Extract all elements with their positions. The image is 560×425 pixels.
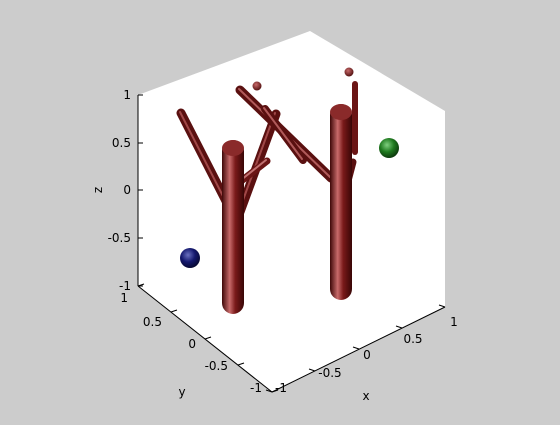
y-tick-label: -0.5 (205, 359, 228, 373)
x-tick-label: 1 (450, 315, 458, 329)
left-tree-structure (176, 108, 281, 314)
x-tick-labels: -1 -0.5 0 0.5 1 (275, 315, 458, 395)
main-trunk-tube (222, 140, 244, 314)
z-axis-label: z (91, 187, 105, 193)
y-tick-label: 1 (120, 291, 128, 305)
small-red-sphere (344, 67, 354, 77)
right-branch-tube (235, 109, 281, 217)
small-red-sphere (252, 81, 262, 91)
x-tick-label: -0.5 (318, 366, 341, 380)
z-tick-labels: 1 0.5 0 -0.5 -1 (108, 88, 131, 293)
main-trunk-tube (330, 104, 352, 300)
y-axis-ticks (137, 283, 279, 393)
x-axis-label: x (362, 389, 369, 403)
axes-box-background (138, 31, 445, 392)
y-tick-label: 0 (188, 337, 196, 351)
z-axis-ticks (138, 94, 143, 287)
x-tick-label: 0.5 (403, 332, 422, 346)
z-tick-label: -0.5 (108, 231, 131, 245)
y-axis-label: y (178, 385, 185, 399)
right-tree-structure (235, 81, 358, 300)
z-tick-label: 1 (123, 88, 131, 102)
y-tick-label: 0.5 (143, 315, 162, 329)
y-tick-label: -1 (250, 381, 262, 395)
x-tick-label: -1 (275, 381, 287, 395)
z-tick-label: -1 (119, 279, 131, 293)
y-tick-labels: 1 0.5 0 -0.5 -1 (120, 291, 262, 395)
x-tick-label: 0 (363, 348, 371, 362)
z-tick-label: 0 (123, 183, 131, 197)
blue-sphere (180, 248, 200, 268)
green-sphere (379, 138, 399, 158)
z-tick-label: 0.5 (112, 136, 131, 150)
x-axis-ticks (265, 304, 446, 393)
